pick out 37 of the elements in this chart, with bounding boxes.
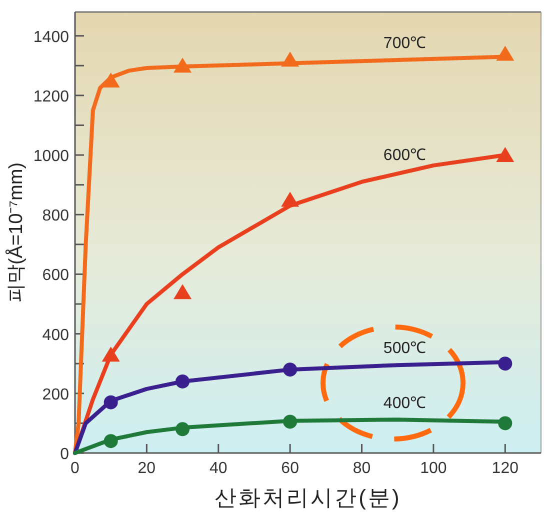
x-tick-label: 60 — [281, 460, 300, 477]
point — [174, 284, 192, 300]
x-tick-label: 40 — [209, 460, 228, 477]
y-tick-label: 1000 — [33, 148, 70, 166]
point — [283, 414, 298, 429]
y-tick-label: 1400 — [33, 28, 70, 46]
x-tick-label: 20 — [138, 460, 156, 477]
x-tick-label: 80 — [352, 460, 371, 477]
x-axis-title: 산화처리시간(분) — [214, 485, 402, 510]
series-label: 600℃ — [383, 147, 426, 164]
point — [176, 422, 190, 436]
point — [498, 356, 512, 371]
y-tick-label: 800 — [42, 208, 70, 225]
x-tick-label: 0 — [70, 460, 80, 477]
point — [102, 72, 120, 88]
x-tick-label: 100 — [420, 460, 447, 477]
point — [496, 46, 514, 61]
point — [498, 416, 512, 430]
point — [281, 52, 300, 67]
point — [174, 58, 192, 73]
y-tick-label: 600 — [42, 267, 70, 284]
x-tick-label: 120 — [492, 460, 519, 477]
y-tick-label: 400 — [42, 326, 70, 344]
y-tick-label: 0 — [60, 446, 70, 463]
point — [102, 346, 120, 362]
point — [496, 147, 514, 162]
series-label: 700℃ — [383, 34, 426, 52]
point — [104, 434, 118, 448]
series-label: 400℃ — [383, 394, 426, 412]
point — [283, 362, 298, 377]
y-axis-title: 피막(Å=10⁻⁷mm) — [5, 162, 27, 303]
y-tick-label: 1200 — [33, 88, 70, 106]
point — [176, 374, 190, 388]
point — [104, 395, 118, 410]
y-tick-label: 200 — [42, 386, 70, 404]
series-label: 500℃ — [383, 340, 426, 357]
point — [281, 192, 300, 207]
